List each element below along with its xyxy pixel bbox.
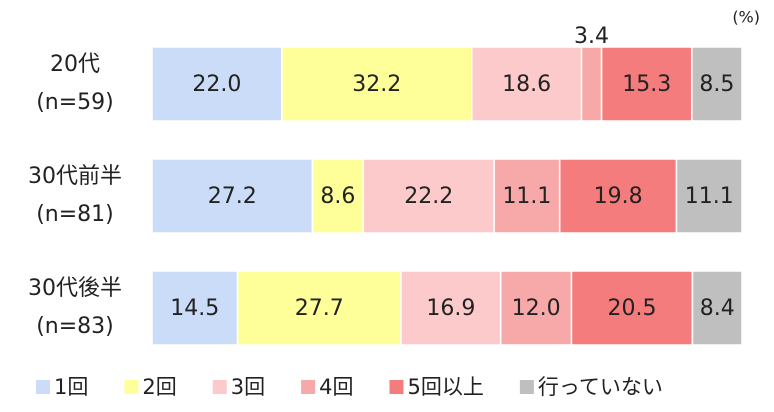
value-label: 16.9 — [426, 296, 475, 321]
bar-segment — [675, 158, 743, 234]
value-label: 27.2 — [208, 184, 257, 209]
bar-segment — [362, 158, 495, 234]
bar-segment — [691, 270, 743, 346]
bar-segment — [151, 46, 283, 122]
value-label: 15.3 — [622, 72, 671, 97]
legend-swatch — [212, 380, 227, 394]
category-label: 20代(n=59) — [36, 52, 114, 115]
value-label: 14.5 — [170, 296, 219, 321]
legend-label: 2回 — [142, 375, 176, 399]
category-label: 30代前半(n=81) — [28, 164, 122, 227]
bar-segment — [236, 270, 402, 346]
value-label: 12.0 — [512, 296, 561, 321]
value-label: 3.4 — [574, 24, 609, 49]
bar-segment — [570, 270, 694, 346]
legend-swatch — [301, 380, 316, 394]
legend-swatch — [519, 380, 534, 394]
bar-segment — [151, 158, 314, 234]
legend-swatch — [36, 380, 50, 394]
value-label: 27.7 — [295, 296, 344, 321]
bar-segment — [281, 46, 473, 122]
bar-segment — [151, 270, 239, 346]
bar-segment — [400, 270, 502, 346]
unit-label: (%) — [732, 8, 760, 27]
bar-segment — [558, 158, 678, 234]
value-label: 32.2 — [352, 72, 401, 97]
legend-swatch — [124, 380, 139, 394]
value-label: 22.0 — [192, 72, 241, 97]
bar-segment — [493, 158, 561, 234]
legend-swatch — [389, 380, 404, 394]
value-label: 22.2 — [404, 184, 453, 209]
value-label: 11.1 — [502, 184, 551, 209]
value-label: 18.6 — [502, 72, 551, 97]
bar-segment — [691, 46, 743, 122]
legend-label: 1回 — [54, 375, 88, 399]
value-label: 19.8 — [594, 184, 643, 209]
category-label: 30代後半(n=83) — [28, 276, 122, 339]
value-label: 8.6 — [320, 184, 355, 209]
value-label: 8.4 — [700, 296, 735, 321]
bar-segment — [311, 158, 364, 234]
value-label: 8.5 — [699, 72, 734, 97]
legend-label: 5回以上 — [408, 375, 484, 399]
legend-label: 4回 — [319, 375, 353, 399]
legend-label: 行っていない — [538, 375, 663, 399]
value-label: 20.5 — [607, 296, 656, 321]
value-label: 11.1 — [685, 184, 734, 209]
bar-segment — [580, 46, 603, 122]
legend-label: 3回 — [231, 375, 265, 399]
bar-segment — [471, 46, 583, 122]
